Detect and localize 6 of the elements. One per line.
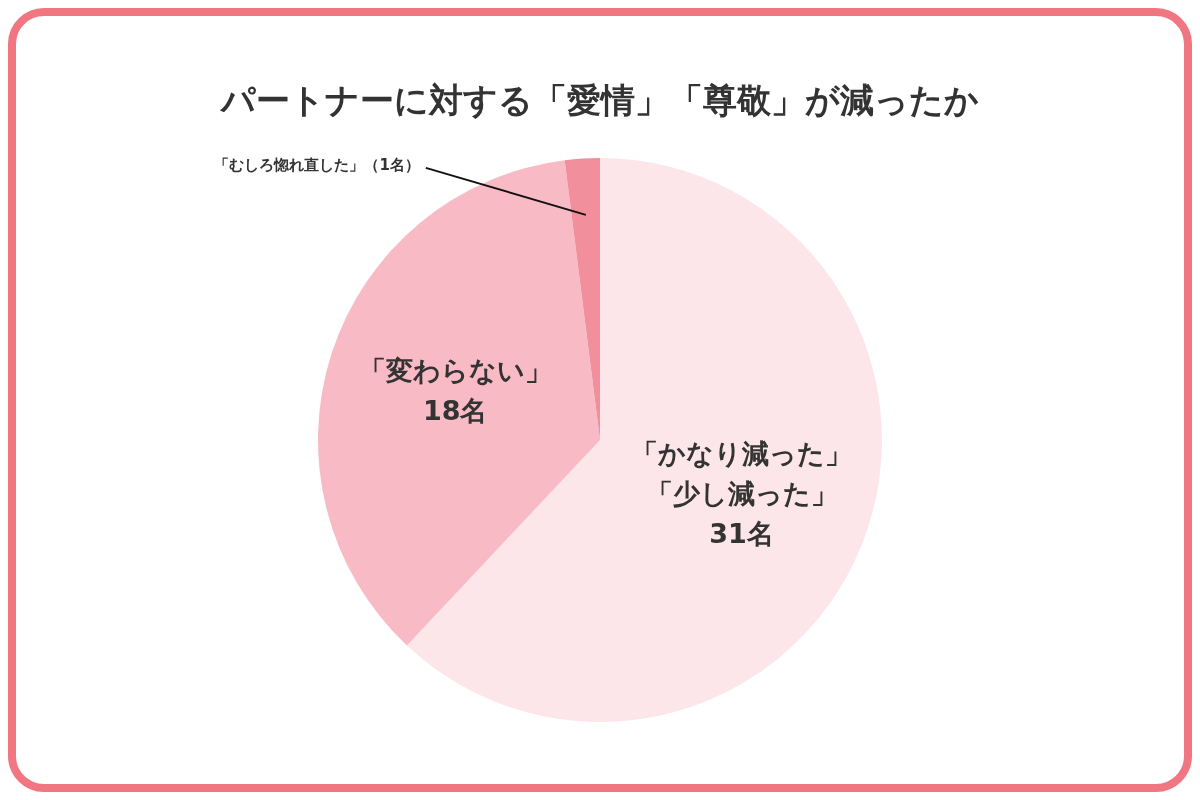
slice-label: 「かなり減った」「少し減った」 <box>631 438 853 510</box>
data-label: 18名 <box>422 394 488 426</box>
data-label: 31名 <box>709 518 774 550</box>
slice-label: 「むしろ惚れ直した」（1名） <box>214 155 420 174</box>
slice-label: 「変わらない」 <box>358 354 552 386</box>
chart-title: パートナーに対する「愛情」「尊敬」が減ったか <box>219 79 980 122</box>
